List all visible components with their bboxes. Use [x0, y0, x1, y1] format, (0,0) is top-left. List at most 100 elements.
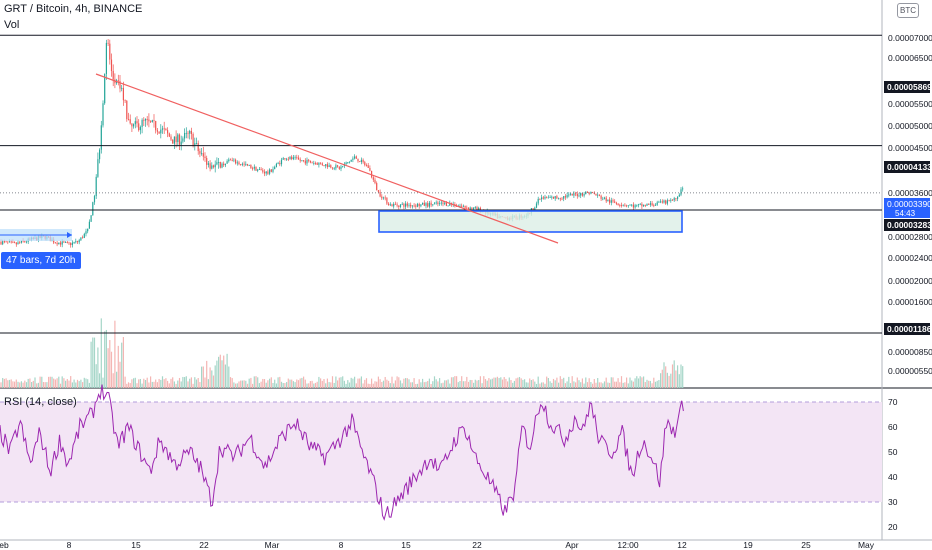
- drawings[interactable]: [0, 34, 882, 334]
- level-label-3: 0.00003283: [887, 220, 932, 230]
- candle-260: [442, 201, 444, 207]
- candle-232: [394, 201, 396, 205]
- volume-bar-120: [204, 377, 206, 388]
- candle-393: [668, 199, 670, 202]
- candle-272: [462, 204, 464, 208]
- volume-bar-202: [343, 380, 345, 388]
- candle-98: [167, 127, 169, 138]
- volume-bar-109: [185, 376, 187, 388]
- volume-bar-390: [663, 362, 665, 388]
- volume-bar-283: [481, 383, 483, 388]
- time-tick-0: eb: [0, 540, 9, 550]
- volume-bar-277: [471, 380, 473, 388]
- volume-bar-257: [437, 381, 439, 388]
- candle-188: [320, 162, 322, 165]
- candle-64: [109, 39, 111, 65]
- time-axis[interactable]: eb 8 15 22 Mar 8 15 22 Apr 12:00 12 19 25 May: [0, 540, 875, 550]
- volume-bar-137: [233, 382, 235, 388]
- candle-95: [161, 125, 164, 134]
- volume-bar-394: [670, 373, 672, 388]
- volume-bar-164: [279, 376, 281, 388]
- candle-8: [14, 241, 16, 244]
- candle-140: [238, 160, 240, 166]
- candle-366: [622, 204, 624, 207]
- level-label-2: 0.00001186: [887, 324, 932, 334]
- volume-bar-391: [665, 366, 667, 388]
- volume-bar-89: [151, 381, 153, 388]
- candle-238: [405, 201, 407, 210]
- volume-bar-149: [253, 376, 255, 388]
- price-axis[interactable]: 0.00007000 0.00006500 0.00005500 0.00005000…: [884, 33, 932, 532]
- time-tick-5: 8: [339, 540, 344, 550]
- currency-badge[interactable]: BTC: [897, 3, 919, 18]
- volume-bar-251: [427, 381, 429, 388]
- candle-259: [440, 200, 442, 206]
- volume-bar-157: [267, 380, 269, 388]
- candle-137: [233, 158, 235, 163]
- volume-bar-221: [376, 381, 378, 388]
- volume-bar-94: [160, 379, 162, 388]
- volume-bar-40: [68, 380, 70, 388]
- candle-40: [68, 241, 70, 246]
- volume-bar-190: [323, 379, 325, 388]
- candle-142: [241, 162, 243, 167]
- candle-102: [173, 136, 175, 149]
- volume-bar-46: [78, 381, 80, 388]
- volume-bar-92: [156, 382, 158, 388]
- candle-147: [250, 164, 252, 169]
- candle-177: [301, 160, 303, 162]
- volume-bar-293: [498, 377, 500, 388]
- candle-121: [206, 155, 208, 170]
- volume-bar-377: [641, 377, 643, 388]
- volume-bar-233: [396, 376, 398, 388]
- candle-83: [141, 118, 143, 134]
- volume-bar-1: [2, 377, 4, 388]
- candle-122: [207, 160, 209, 168]
- candle-78: [133, 123, 135, 129]
- rsi-tick-3: 40: [888, 472, 898, 482]
- candle-57: [97, 152, 99, 178]
- candle-348: [592, 191, 594, 194]
- volume-bar-397: [675, 370, 677, 388]
- volume-bar-264: [449, 383, 451, 388]
- candle-324: [551, 195, 553, 200]
- volume-bar-246: [418, 379, 420, 388]
- volume-bar-382: [649, 380, 651, 388]
- candle-105: [178, 133, 181, 150]
- volume-bar-330: [561, 378, 563, 388]
- volume-bar-67: [114, 320, 116, 388]
- candle-315: [535, 201, 538, 209]
- candle-167: [284, 157, 286, 161]
- volume-bar-297: [505, 378, 507, 388]
- candle-132: [224, 163, 226, 168]
- volume-bar-19: [32, 380, 34, 388]
- candle-387: [658, 200, 660, 203]
- volume-bar-273: [464, 381, 466, 388]
- volume-bar-23: [39, 376, 41, 388]
- rsi-band-fill: [0, 402, 882, 502]
- candle-329: [559, 197, 561, 202]
- candle-85: [144, 118, 147, 127]
- candle-389: [661, 199, 663, 204]
- volume-bar-27: [46, 382, 48, 388]
- volume-bar-107: [182, 376, 184, 388]
- volume-bar-379: [644, 382, 646, 388]
- volume-bar-114: [194, 377, 196, 388]
- candle-332: [564, 194, 566, 200]
- volume-bar-329: [559, 376, 561, 388]
- volume-bar-365: [620, 376, 623, 388]
- volume-bar-110: [187, 381, 189, 388]
- volume-bar-204: [347, 380, 349, 388]
- candle-227: [386, 197, 388, 205]
- volume-bar-136: [231, 378, 233, 388]
- volume-bar-175: [297, 380, 300, 388]
- candle-159: [270, 169, 272, 173]
- candle-148: [252, 166, 254, 171]
- candle-97: [165, 127, 167, 131]
- volume-bar-56: [95, 364, 97, 388]
- candle-181: [308, 158, 310, 163]
- price-tick-0: 0.00007000: [888, 33, 932, 43]
- candle-337: [573, 191, 575, 199]
- volume-bar-352: [598, 382, 600, 388]
